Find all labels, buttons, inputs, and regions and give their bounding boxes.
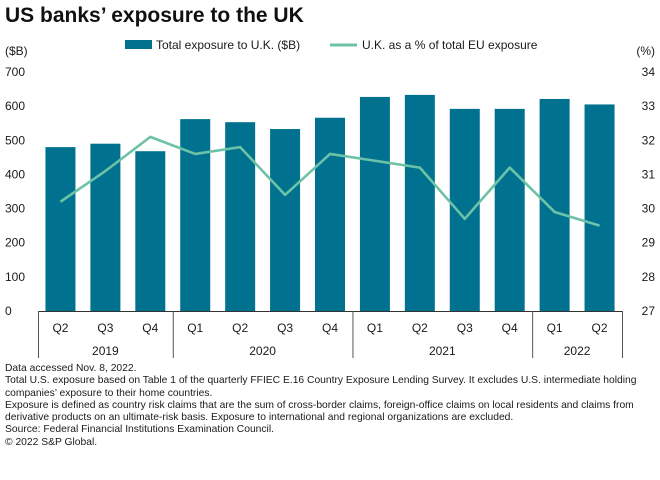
bar-total-exposure: [359, 96, 390, 311]
line-uk-pct-eu: [59, 135, 600, 227]
bar-total-exposure: [225, 122, 256, 311]
note-source: Source: Federal Financial Institutions E…: [5, 424, 274, 436]
note-total-exposure: Total U.S. exposure based on Table 1 of …: [5, 375, 637, 399]
left-tick-label: 300: [5, 202, 25, 216]
legend-label-bar: Total exposure to U.K. ($B): [156, 38, 300, 52]
right-tick-label: 28: [642, 270, 656, 284]
right-tick-label: 27: [642, 304, 656, 318]
right-tick-label: 30: [642, 202, 656, 216]
year-label: 2022: [564, 344, 591, 358]
quarter-tick-label: Q1: [547, 321, 563, 335]
quarter-tick-label: Q2: [232, 321, 248, 335]
note-exposure-definition: Exposure is defined as country risk clai…: [5, 399, 634, 424]
quarter-tick-label: Q3: [97, 321, 113, 335]
legend-label-line: U.K. as a % of total EU exposure: [362, 38, 538, 52]
bar-total-exposure: [404, 94, 435, 311]
quarter-tick-label: Q4: [502, 321, 518, 335]
left-axis-label: ($B): [5, 44, 28, 58]
quarter-tick-label: Q4: [142, 321, 158, 335]
bar-total-exposure: [180, 119, 211, 311]
right-tick-label: 29: [642, 236, 656, 250]
year-label: 2020: [249, 344, 276, 358]
right-tick-label: 34: [642, 65, 656, 79]
chart-title: US banks’ exposure to the UK: [5, 4, 304, 27]
left-tick-label: 100: [5, 270, 25, 284]
left-tick-label: 600: [5, 99, 25, 113]
chart-notes: Data accessed Nov. 8, 2022. Total U.S. e…: [5, 363, 655, 449]
right-axis-label: (%): [636, 44, 655, 58]
quarter-tick-label: Q3: [277, 321, 293, 335]
bar-total-exposure: [270, 129, 301, 311]
quarter-tick-label: Q2: [412, 321, 428, 335]
right-tick-label: 31: [642, 167, 656, 181]
left-tick-label: 500: [5, 133, 25, 147]
left-tick-label: 0: [5, 304, 12, 318]
bar-total-exposure: [90, 143, 121, 311]
left-tick-label: 400: [5, 167, 25, 181]
right-tick-label: 33: [642, 99, 656, 113]
bar-total-exposure: [315, 117, 345, 311]
note-copyright: © 2022 S&P Global.: [5, 436, 98, 448]
quarter-tick-label: Q1: [367, 321, 383, 335]
quarter-tick-label: Q4: [322, 321, 338, 335]
bar-total-exposure: [449, 108, 480, 311]
year-label: 2019: [92, 344, 119, 358]
year-label: 2021: [429, 344, 456, 358]
bar-total-exposure: [45, 147, 76, 311]
quarter-tick-label: Q3: [457, 321, 473, 335]
quarter-tick-label: Q1: [187, 321, 203, 335]
legend-swatch-bar: [125, 40, 152, 49]
left-tick-label: 200: [5, 236, 25, 250]
exposure-chart: ($B) (%) 0 100 200 300 400 500 600 700 27 28 29 30 31 3…: [5, 38, 656, 358]
bar-total-exposure: [494, 108, 525, 311]
quarter-tick-label: Q2: [52, 321, 68, 335]
bar-total-exposure: [539, 98, 570, 311]
bar-total-exposure: [584, 104, 615, 311]
quarter-tick-label: Q2: [592, 321, 608, 335]
left-tick-label: 700: [5, 65, 25, 79]
right-tick-label: 32: [642, 133, 656, 147]
bar-total-exposure: [135, 151, 166, 311]
note-data-accessed: Data accessed Nov. 8, 2022.: [5, 363, 137, 374]
